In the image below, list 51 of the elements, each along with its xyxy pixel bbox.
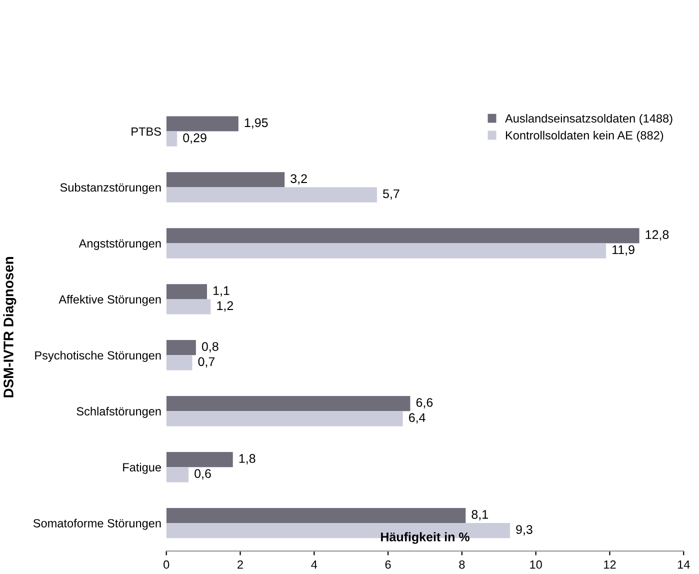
bar <box>166 187 377 202</box>
y-tick-label: Psychotische Störungen <box>35 350 161 362</box>
data-label: 11,9 <box>612 245 634 256</box>
y-tick-label: Schlafstörungen <box>76 406 161 418</box>
bar <box>166 172 285 188</box>
x-axis-title: Häufigkeit in % <box>381 532 470 544</box>
y-tick-label: Substanzstörungen <box>60 182 161 194</box>
x-tick-label: 6 <box>385 560 391 569</box>
bar <box>166 116 238 132</box>
x-tick-label: 0 <box>164 560 170 569</box>
data-label: 0,8 <box>202 342 218 352</box>
bar <box>166 131 178 146</box>
bar <box>166 508 466 524</box>
y-tick-label: Affektive Störungen <box>58 294 161 306</box>
data-label: 0,29 <box>183 133 206 144</box>
data-label: 8,1 <box>472 510 488 520</box>
y-axis-title: DSM-IVTR Diagnosen <box>3 257 16 398</box>
data-label: 1,2 <box>217 301 234 312</box>
legend-label: Kontrollsoldaten kein AE (882) <box>506 130 664 142</box>
data-label: 0,7 <box>198 357 215 368</box>
data-label: 1,8 <box>239 454 256 464</box>
data-label: 1,1 <box>214 286 230 296</box>
y-tick-label: Fatigue <box>123 462 161 474</box>
data-label: 6,6 <box>416 398 433 408</box>
bar <box>166 299 211 314</box>
y-tick-label: PTBS <box>132 127 161 136</box>
legend-label: Auslandseinsatzsoldaten (1488) <box>505 114 672 125</box>
bar <box>166 228 640 244</box>
y-tick-label: Somatoforme Störungen <box>33 518 161 530</box>
bar <box>166 340 196 356</box>
data-label: 6,4 <box>409 413 426 424</box>
bar <box>166 452 233 468</box>
x-tick-label: 8 <box>459 560 465 569</box>
data-label: 3,2 <box>290 174 307 185</box>
bar <box>166 411 403 426</box>
x-tick-label: 14 <box>678 560 690 569</box>
x-tick-label: 4 <box>311 560 318 569</box>
data-label: 0,6 <box>194 469 211 480</box>
data-label: 12,8 <box>646 230 669 241</box>
data-label: 9,3 <box>516 525 532 536</box>
bar <box>166 284 208 300</box>
x-tick-label: 12 <box>604 560 616 569</box>
bar <box>166 467 189 482</box>
bar <box>166 243 606 258</box>
bar <box>166 396 410 412</box>
y-tick-label: Angststörungen <box>78 239 161 250</box>
data-label: 5,7 <box>383 189 400 200</box>
data-label: 1,95 <box>244 118 268 129</box>
x-tick-label: 2 <box>238 560 243 569</box>
x-tick-label: 10 <box>530 560 542 569</box>
bar <box>166 355 192 370</box>
